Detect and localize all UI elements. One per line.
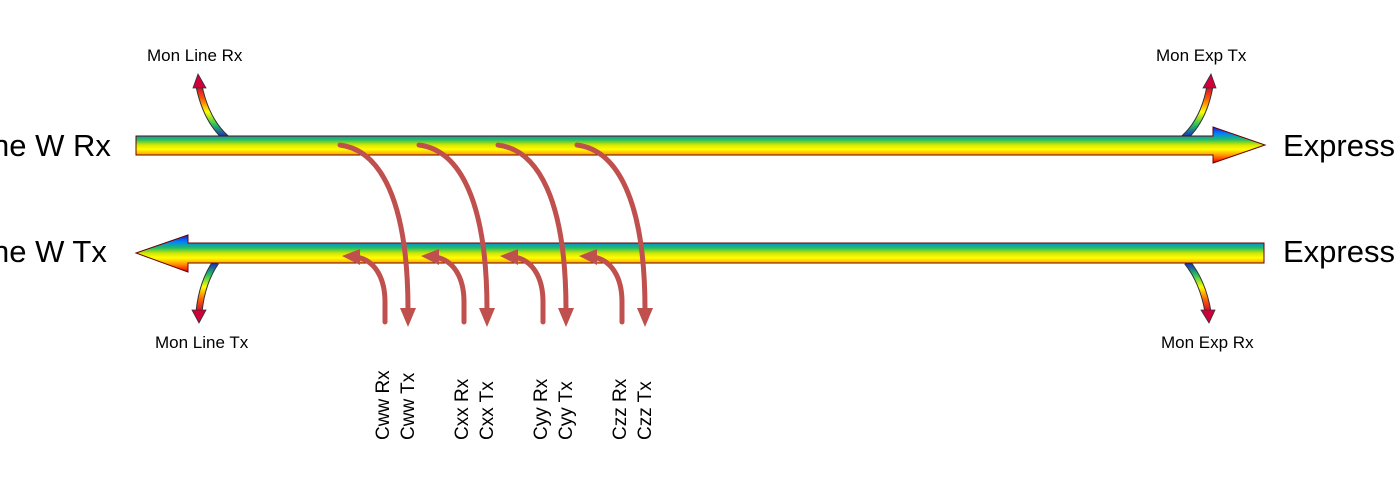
add-arrow-head-2 [421,249,439,265]
mon-exp-rx-label: Mon Exp Rx [1161,333,1254,352]
mon-line-rx-tap [192,73,229,141]
channel-tx-label: Cww Tx [398,372,419,440]
mon-exp-tx-tap [1181,73,1217,141]
line-rx-label: ne W Rx [0,128,111,163]
channel-rx-label: Czz Rx [610,378,631,440]
express-top-label: Express [1283,128,1395,163]
mon-line-rx-label: Mon Line Rx [147,46,243,65]
channel-rx-label: Cxx Rx [452,378,473,440]
mon-exp-rx-tap [1184,259,1216,324]
add-arrow-head-3 [500,249,518,265]
channel-tx-label: Czz Tx [635,381,656,440]
add-arrow-head-4 [579,249,597,265]
express-bottom-label: Express [1283,234,1395,269]
drop-arrow-2 [416,142,490,313]
add-arrow-3 [511,254,546,325]
drop-arrow-head-4 [637,308,653,327]
add-arrow-2 [432,254,467,325]
drop-arrow-head-1 [400,308,416,327]
drop-arrow-4 [574,142,648,313]
line-rx-arrow [135,126,1267,164]
mon-line-tx-label: Mon Line Tx [155,333,249,352]
drop-arrow-head-3 [558,308,574,327]
channel-tx-label: Cyy Tx [556,381,577,440]
channel-arrows [337,142,653,327]
channel-rx-label: Cyy Rx [531,378,552,440]
add-arrow-1 [353,254,388,325]
channel-rx-label: Cww Rx [373,370,394,440]
mon-line-tx-tap [191,259,219,324]
drop-arrow-3 [495,142,569,313]
drop-arrow-1 [337,142,411,313]
line-tx-label: ne W Tx [0,234,107,269]
drop-arrow-head-2 [479,308,495,327]
add-arrow-4 [590,254,625,325]
channel-tx-label: Cxx Tx [477,381,498,440]
line-tx-arrow [134,234,1265,273]
mon-exp-tx-label: Mon Exp Tx [1156,46,1247,65]
add-arrow-head-1 [342,249,360,265]
